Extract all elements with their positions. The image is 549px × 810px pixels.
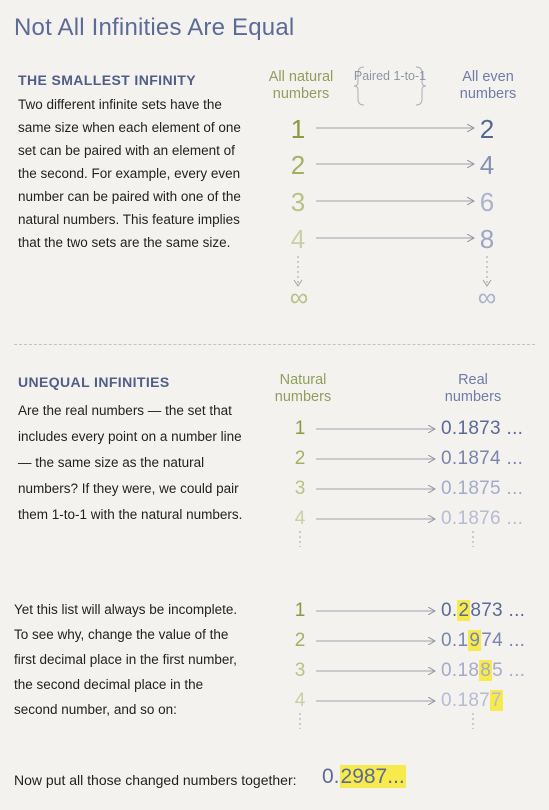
- infinity-symbol-even: ∞: [477, 282, 497, 312]
- all-even-numbers-header: All even numbers: [459, 69, 517, 102]
- natural-number: 2: [290, 150, 306, 180]
- natural-number: 3: [294, 660, 306, 681]
- natural-number: 2: [294, 448, 306, 469]
- real-number: 0.1873 ...: [441, 418, 524, 439]
- changed-digit-highlight: 8: [479, 660, 493, 681]
- infinity-symbol-natural: ∞: [289, 282, 309, 312]
- natural-number: 4: [294, 508, 306, 529]
- natural-number: 3: [290, 187, 306, 217]
- natural-number: 1: [294, 600, 306, 621]
- changed-digit-highlight: 9: [468, 630, 482, 651]
- paired-bracket: Paired 1-to-1: [352, 63, 428, 109]
- real-numbers-header: Real numbers: [444, 372, 502, 405]
- page-title: Not All Infinities Are Equal: [14, 14, 295, 41]
- natural-number: 1: [294, 418, 306, 439]
- natural-number: 1: [290, 114, 306, 144]
- changed-real-number: 0.1885 ...: [441, 660, 526, 681]
- section2-heading: UNEQUAL INFINITIES: [18, 374, 170, 390]
- section-divider: [14, 344, 535, 345]
- even-number: 8: [479, 224, 495, 254]
- continuation-arrowhead: [482, 279, 492, 287]
- brace-icon: [353, 66, 427, 106]
- even-number: 6: [479, 187, 495, 217]
- natural-number: 4: [294, 690, 306, 711]
- real-number: 0.1875 ...: [441, 478, 524, 499]
- real-number: 0.1874 ...: [441, 448, 524, 469]
- final-statement: Now put all those changed numbers togeth…: [14, 772, 297, 788]
- continuation-arrowhead: [293, 279, 303, 287]
- section3-paragraph: Yet this list will always be incomplete.…: [14, 602, 238, 717]
- section1-paragraph: Two different infinite sets have the sam…: [18, 97, 241, 250]
- paired-label: Paired 1-to-1: [353, 69, 427, 83]
- even-number: 4: [479, 150, 495, 180]
- even-number: 2: [479, 114, 495, 144]
- changed-real-number: 0.2873 ...: [441, 600, 526, 621]
- natural-number: 4: [290, 224, 306, 254]
- changed-real-number: 0.1974 ...: [441, 630, 526, 651]
- changed-digit-highlight: 2: [457, 600, 471, 621]
- natural-number: 3: [294, 478, 306, 499]
- final-number-highlight: 2987...: [339, 765, 406, 788]
- section1-heading: THE SMALLEST INFINITY: [18, 72, 196, 88]
- changed-real-number: 0.1877: [441, 690, 503, 711]
- final-number: 0.2987...: [322, 765, 406, 788]
- natural-number: 2: [294, 630, 306, 651]
- natural-numbers-header: Natural numbers: [274, 372, 332, 405]
- section2-paragraph: Are the real numbers — the set that incl…: [18, 403, 243, 522]
- real-number: 0.1876 ...: [441, 508, 524, 529]
- all-natural-numbers-header: All natural numbers: [268, 69, 334, 102]
- changed-digit-highlight: 7: [490, 690, 503, 711]
